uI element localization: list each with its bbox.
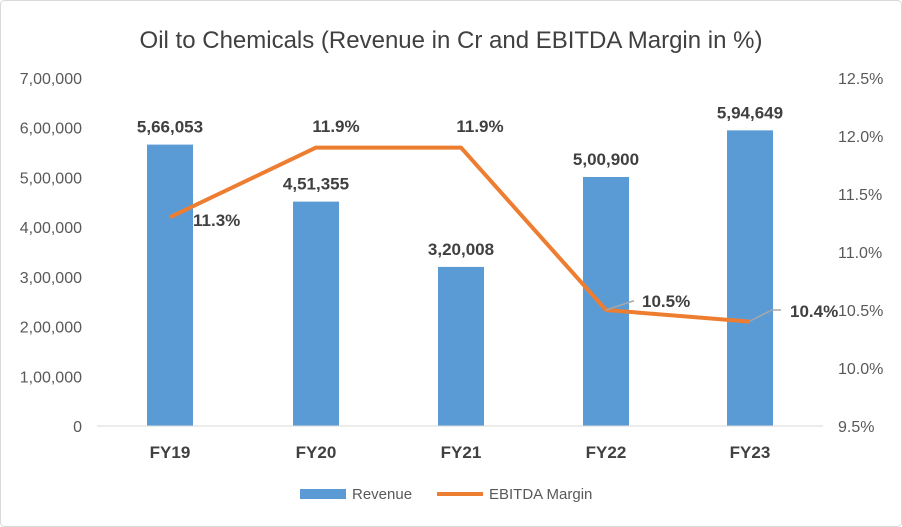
legend-revenue-label: Revenue	[352, 486, 412, 503]
leader-line	[605, 300, 634, 311]
right-axis-tick-label: 11.5%	[838, 187, 882, 204]
x-axis-tick-label: FY20	[296, 443, 337, 462]
revenue-bar	[583, 176, 629, 426]
ebitda-data-label: 10.5%	[642, 292, 690, 311]
ebitda-margin-line	[169, 145, 751, 324]
ebitda-data-label: 11.9%	[456, 117, 503, 136]
x-axis-tick-label: FY22	[586, 443, 627, 462]
revenue-data-label: 5,94,649	[717, 103, 783, 122]
revenue-data-label: 4,51,355	[283, 175, 349, 194]
right-axis-tick-label: 11.0%	[838, 245, 882, 262]
x-axis-tick-label: FY21	[441, 443, 482, 462]
x-axis-tick-label: FY19	[150, 443, 191, 462]
right-axis-tick-label: 9.5%	[838, 419, 874, 436]
left-axis-tick-label: 3,00,000	[20, 270, 82, 287]
chart-title: Oil to Chemicals (Revenue in Cr and EBIT…	[140, 27, 763, 54]
right-axis-tick-label: 10.5%	[838, 303, 883, 320]
right-axis-tick-label: 10.0%	[838, 361, 883, 378]
left-axis-tick-label: 7,00,000	[20, 71, 82, 88]
x-axis-tick-label: FY23	[730, 443, 771, 462]
revenue-data-label: 5,66,053	[137, 118, 203, 137]
left-axis-tick-label: 5,00,000	[20, 170, 82, 187]
revenue-bar	[438, 266, 484, 426]
left-axis-tick-label: 1,00,000	[20, 369, 82, 386]
leader-line	[749, 309, 781, 322]
ebitda-data-label: 11.9%	[312, 117, 359, 136]
revenue-data-label: 3,20,008	[428, 240, 494, 259]
revenue-bar	[147, 144, 193, 426]
ebitda-data-label: 10.4%	[790, 302, 838, 321]
ebitda-data-label: 11.3%	[193, 211, 240, 230]
left-axis-tick-label: 4,00,000	[20, 220, 82, 237]
legend-ebitda-label: EBITDA Margin	[489, 486, 592, 503]
revenue-bar	[293, 201, 339, 426]
legend-revenue-swatch	[300, 489, 346, 499]
left-axis-tick-label: 6,00,000	[20, 121, 82, 138]
right-axis-tick-label: 12.0%	[838, 129, 883, 146]
revenue-data-label: 5,00,900	[573, 150, 639, 169]
left-axis-tick-label: 0	[73, 419, 82, 436]
right-axis-tick-label: 12.5%	[838, 71, 883, 88]
revenue-bar	[727, 130, 773, 426]
left-axis-tick-label: 2,00,000	[20, 320, 82, 337]
